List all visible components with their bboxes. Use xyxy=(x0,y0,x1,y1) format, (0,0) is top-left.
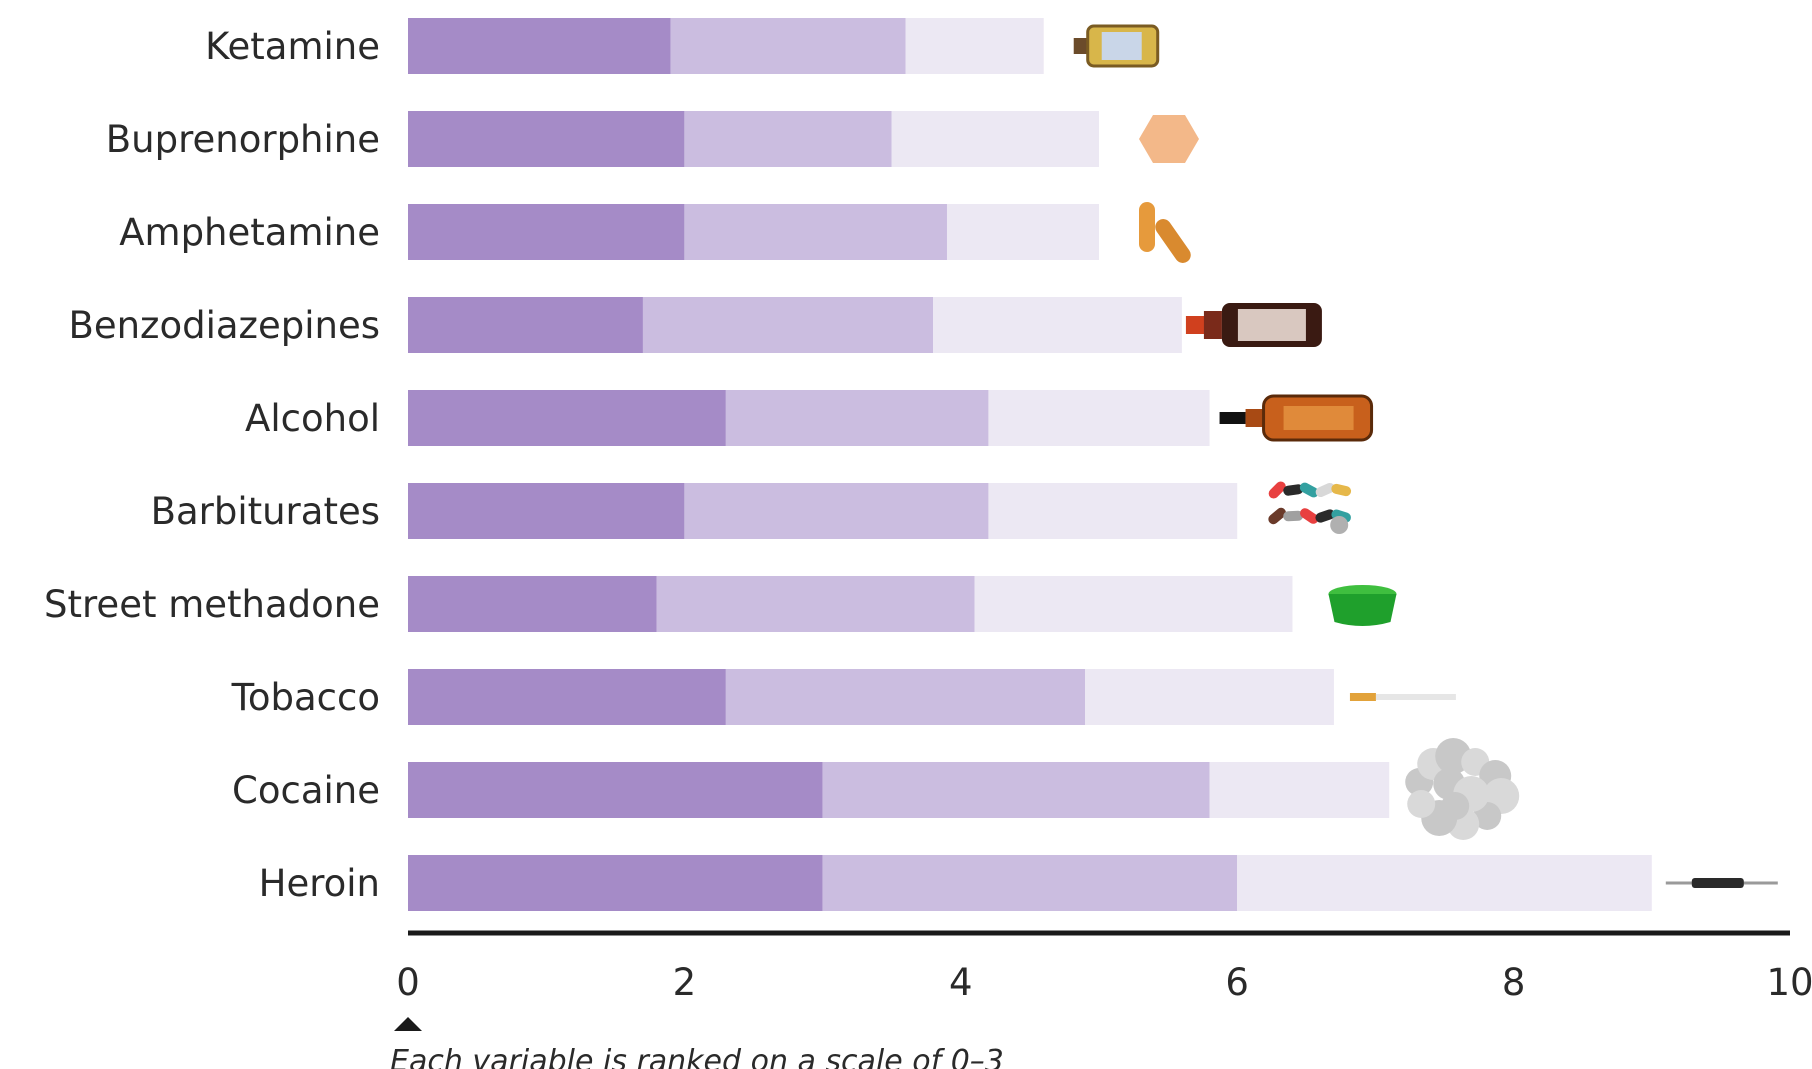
bar-segment xyxy=(408,762,823,818)
zero-marker-triangle-icon xyxy=(394,1017,422,1031)
bar-segment xyxy=(408,18,671,74)
x-tick-label: 10 xyxy=(1766,961,1812,1004)
x-tick-label: 2 xyxy=(673,961,697,1004)
category-label: Ketamine xyxy=(205,25,380,68)
bar-segment xyxy=(974,576,1293,632)
category-label: Street methadone xyxy=(44,583,380,626)
pills-icon xyxy=(1268,481,1352,534)
category-label: Buprenorphine xyxy=(106,118,380,161)
bar-segment xyxy=(725,390,989,446)
bar-segment xyxy=(822,855,1238,911)
category-label: Amphetamine xyxy=(119,211,380,254)
category-labels: Ketamine Buprenorphine Amphetamine Benzodia… xyxy=(44,25,380,905)
category-label: Alcohol xyxy=(245,397,380,440)
bar-segment xyxy=(933,297,1182,353)
cup-icon xyxy=(1328,585,1397,626)
bar-segment xyxy=(1085,669,1334,725)
capsule-icon xyxy=(1139,202,1191,263)
x-tick-label: 4 xyxy=(949,961,973,1004)
bar-segment xyxy=(1237,855,1652,911)
bar-segment xyxy=(408,111,685,167)
x-tick-label: 8 xyxy=(1502,961,1526,1004)
bar-segment xyxy=(988,483,1238,539)
bottle-icon xyxy=(1219,394,1374,442)
bar-segment xyxy=(408,576,657,632)
bar-segment xyxy=(988,390,1210,446)
bar-segment xyxy=(684,111,892,167)
bar-segment xyxy=(822,762,1210,818)
category-label: Barbiturates xyxy=(151,490,380,533)
bottle-icon xyxy=(1185,303,1322,347)
category-label: Cocaine xyxy=(232,769,380,812)
bar-segment xyxy=(656,576,975,632)
bar-segment xyxy=(670,18,906,74)
vial-icon xyxy=(1073,24,1160,68)
bar-segment xyxy=(408,855,823,911)
bar-segment xyxy=(891,111,1099,167)
cigarette-icon xyxy=(1349,693,1456,701)
bar-segment xyxy=(642,297,934,353)
footnote: Each variable is ranked on a scale of 0–… xyxy=(390,1044,1004,1069)
bar-segment xyxy=(725,669,1086,725)
bar-segment xyxy=(684,483,989,539)
category-label: Heroin xyxy=(259,862,380,905)
syringe-icon xyxy=(1665,878,1778,888)
bar-segment xyxy=(408,669,726,725)
category-label: Tobacco xyxy=(231,676,380,719)
bars xyxy=(408,18,1652,911)
x-tick-label: 6 xyxy=(1225,961,1249,1004)
x-tick-label: 0 xyxy=(396,961,420,1004)
drug-icons xyxy=(1073,24,1778,888)
bar-segment xyxy=(684,204,947,260)
bar-segment xyxy=(1209,762,1390,818)
bar-segment xyxy=(905,18,1044,74)
bar-segment xyxy=(408,204,685,260)
bar-segment xyxy=(408,297,643,353)
powder-icon xyxy=(1405,738,1520,840)
category-label: Benzodiazepines xyxy=(68,304,380,347)
bar-segment xyxy=(408,483,685,539)
bar-segment xyxy=(408,390,726,446)
pill-icon xyxy=(1139,115,1199,163)
x-axis-ticks: 0 2 4 6 8 10 xyxy=(396,961,1812,1004)
bar-segment xyxy=(946,204,1099,260)
